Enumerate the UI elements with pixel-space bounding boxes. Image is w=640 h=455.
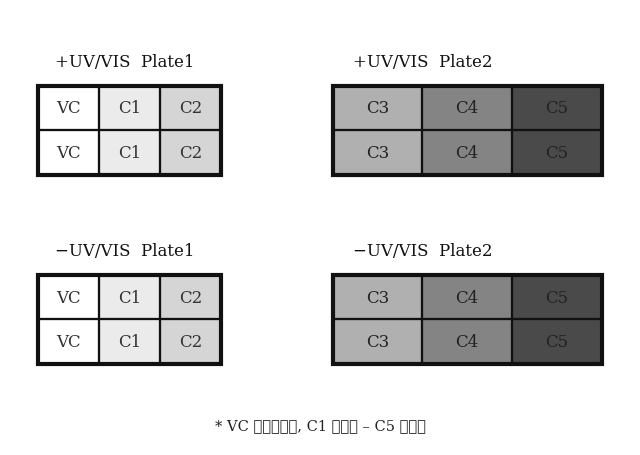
Bar bbox=[512, 86, 602, 131]
Bar bbox=[38, 131, 99, 175]
Text: C2: C2 bbox=[179, 100, 202, 117]
Text: C5: C5 bbox=[545, 334, 568, 350]
Text: C2: C2 bbox=[179, 289, 202, 306]
Bar bbox=[422, 131, 512, 175]
Bar bbox=[160, 275, 221, 319]
Text: C5: C5 bbox=[545, 100, 568, 117]
Text: C4: C4 bbox=[456, 100, 479, 117]
Text: C4: C4 bbox=[456, 334, 479, 350]
Text: C1: C1 bbox=[118, 100, 141, 117]
Bar bbox=[422, 275, 512, 319]
Text: C1: C1 bbox=[118, 334, 141, 350]
Bar bbox=[38, 86, 221, 175]
Text: VC: VC bbox=[56, 145, 81, 162]
Text: C4: C4 bbox=[456, 145, 479, 162]
Text: VC: VC bbox=[56, 100, 81, 117]
Bar bbox=[333, 275, 602, 364]
Text: C2: C2 bbox=[179, 334, 202, 350]
Text: C5: C5 bbox=[545, 145, 568, 162]
Text: C3: C3 bbox=[366, 289, 389, 306]
Text: VC: VC bbox=[56, 289, 81, 306]
Text: C1: C1 bbox=[118, 289, 141, 306]
Text: C1: C1 bbox=[118, 145, 141, 162]
Bar bbox=[160, 86, 221, 131]
Text: C3: C3 bbox=[366, 145, 389, 162]
Bar bbox=[422, 86, 512, 131]
Text: C3: C3 bbox=[366, 334, 389, 350]
Bar bbox=[160, 319, 221, 364]
Bar bbox=[512, 319, 602, 364]
Text: C2: C2 bbox=[179, 145, 202, 162]
Bar bbox=[99, 319, 160, 364]
Text: C4: C4 bbox=[456, 289, 479, 306]
Bar bbox=[99, 86, 160, 131]
Bar bbox=[160, 131, 221, 175]
Bar bbox=[38, 86, 99, 131]
Text: C5: C5 bbox=[545, 289, 568, 306]
Bar bbox=[99, 131, 160, 175]
Text: +UV/VIS  Plate1: +UV/VIS Plate1 bbox=[55, 54, 195, 71]
Bar bbox=[99, 275, 160, 319]
Text: VC: VC bbox=[56, 334, 81, 350]
Bar bbox=[333, 86, 422, 131]
Text: −UV/VIS  Plate1: −UV/VIS Plate1 bbox=[55, 243, 195, 259]
Bar bbox=[333, 86, 602, 175]
Bar bbox=[38, 275, 221, 364]
Text: * VC 용매대조군, C1 저농도 – C5 고농도: * VC 용매대조군, C1 저농도 – C5 고농도 bbox=[214, 418, 426, 432]
Text: −UV/VIS  Plate2: −UV/VIS Plate2 bbox=[353, 243, 492, 259]
Text: +UV/VIS  Plate2: +UV/VIS Plate2 bbox=[353, 54, 492, 71]
Bar bbox=[422, 319, 512, 364]
Bar bbox=[512, 131, 602, 175]
Text: C3: C3 bbox=[366, 100, 389, 117]
Bar bbox=[38, 319, 99, 364]
Bar bbox=[333, 319, 422, 364]
Bar bbox=[333, 131, 422, 175]
Bar bbox=[512, 275, 602, 319]
Bar bbox=[333, 275, 422, 319]
Bar bbox=[38, 275, 99, 319]
